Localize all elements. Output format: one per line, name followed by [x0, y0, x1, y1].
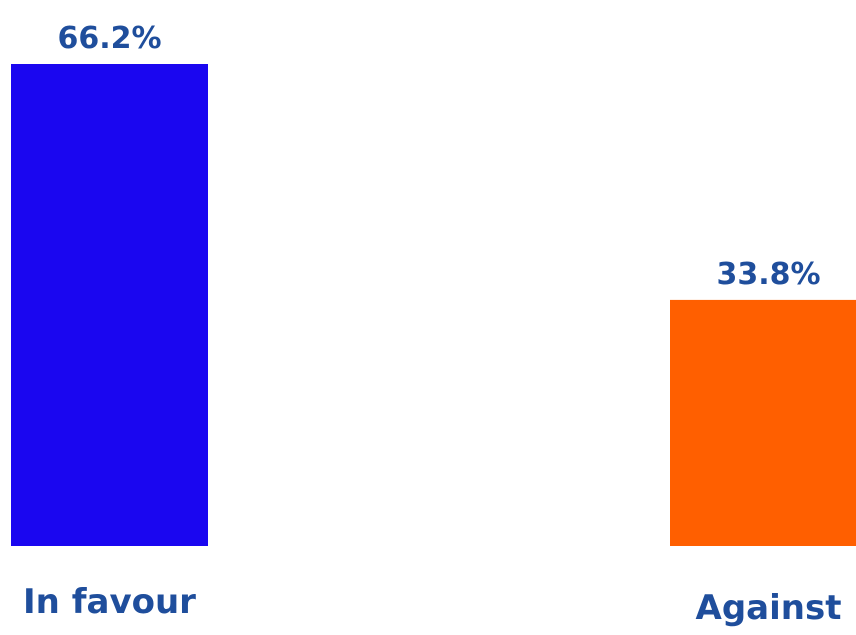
bar-in-favour [11, 64, 208, 546]
category-labels-group: In favour Against [23, 582, 841, 628]
category-label-in-favour: In favour [23, 582, 196, 622]
value-labels-group: 66.2% 33.8% [57, 21, 820, 292]
value-label-in-favour: 66.2% [57, 21, 161, 56]
bar-against [670, 299, 856, 546]
category-label-against: Against [696, 588, 842, 628]
bars-group [11, 64, 856, 546]
value-label-against: 33.8% [716, 257, 820, 292]
